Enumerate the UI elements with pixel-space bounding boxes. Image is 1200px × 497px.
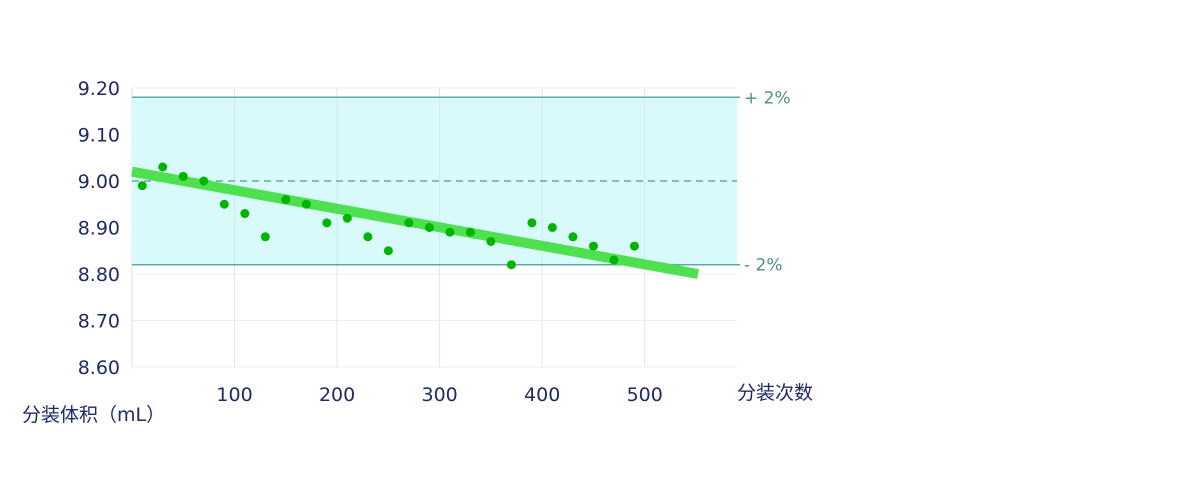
data-point [281, 195, 291, 205]
data-point [465, 227, 475, 237]
trend-line [131, 166, 699, 279]
data-point [404, 218, 414, 228]
data-point [609, 255, 619, 265]
data-point [219, 199, 229, 209]
y-tick-label: 9.10 [78, 125, 120, 147]
y-axis-title: 分装体积（mL） [22, 404, 165, 426]
x-tick-label: 500 [627, 384, 663, 406]
x-tick-label: 400 [524, 384, 560, 406]
y-tick-label: 9.20 [78, 78, 120, 100]
y-tick-label: 8.60 [78, 357, 120, 379]
y-tick-label: 8.70 [78, 311, 120, 333]
data-point [527, 218, 537, 228]
y-tick-label: 8.90 [78, 218, 120, 240]
data-point [363, 232, 373, 242]
upper-limit-label: + 2% [744, 88, 791, 108]
x-axis-title: 分装次数 [737, 382, 813, 404]
y-tick-label: 9.00 [78, 171, 120, 193]
data-point [199, 176, 209, 186]
data-point [445, 227, 455, 237]
data-point [178, 171, 188, 181]
data-points [137, 162, 639, 270]
data-point [629, 241, 639, 251]
data-point [568, 232, 578, 242]
data-point [424, 223, 434, 232]
data-point [322, 218, 332, 228]
data-point [240, 209, 250, 219]
x-tick-label: 100 [216, 384, 252, 406]
data-point [486, 236, 496, 246]
data-point [301, 199, 311, 209]
x-tick-label: 200 [319, 384, 355, 406]
labels-layer: 8.60 8.70 8.80 8.90 9.00 9.10 9.20 100 200 300 400… [78, 78, 791, 406]
lower-limit-label: - 2% [744, 256, 783, 276]
y-tick-label: 8.80 [78, 264, 120, 286]
x-tick-label: 300 [421, 384, 457, 406]
tolerance-band-layer [132, 96, 740, 266]
data-point [547, 223, 557, 232]
data-point [588, 241, 598, 251]
data-point [342, 213, 352, 223]
trend-layer [131, 166, 699, 279]
data-point [137, 181, 147, 191]
data-point [260, 232, 270, 242]
data-point [383, 246, 393, 256]
data-point [158, 162, 168, 172]
data-point [506, 260, 516, 270]
